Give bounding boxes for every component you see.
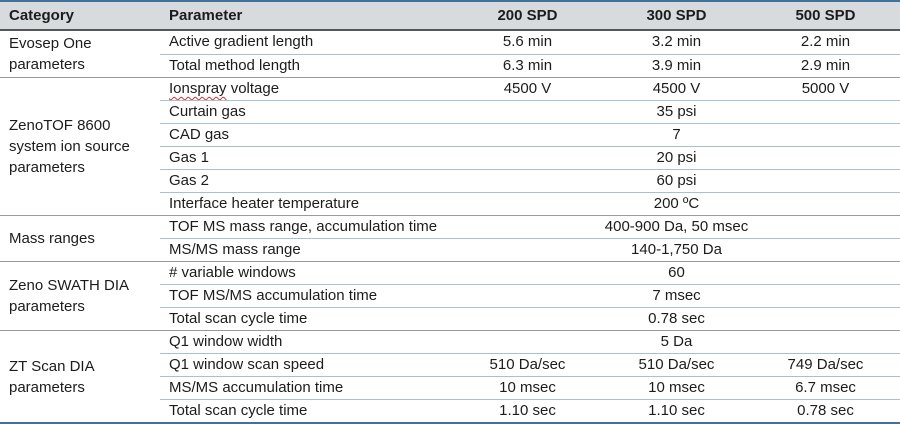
table-row: MS/MS accumulation time 10 msec 10 msec 6.7… (0, 376, 900, 400)
header-parameter: Parameter (160, 1, 453, 31)
value-cell-span: 20 psi (453, 146, 900, 170)
header-500-spd: 500 SPD (751, 1, 900, 31)
value-cell-200spd: 4500 V (453, 77, 602, 101)
value-cell-span: 60 (453, 261, 900, 285)
value-cell-500spd: 0.78 sec (751, 399, 900, 423)
category-cell: Zeno SWATH DIA parameters (0, 261, 160, 331)
table-row: TOF MS/MS accumulation time 7 msec (0, 284, 900, 308)
value-cell-500spd: 749 Da/sec (751, 353, 900, 377)
table-row: Evosep One parameters Active gradient len… (0, 29, 900, 78)
value-cell-span: 200 ºC (453, 192, 900, 216)
parameter-cell: Interface heater temperature (160, 192, 453, 216)
parameter-cell: # variable windows (160, 261, 453, 285)
table-row: Curtain gas 35 psi (0, 100, 900, 124)
header-row: Category Parameter 200 SPD 300 SPD 500 S… (0, 1, 900, 31)
value-cell-500spd: 5000 V (751, 77, 900, 101)
parameter-cell: Total scan cycle time (160, 399, 453, 423)
parameter-cell: Q1 window width (160, 330, 453, 354)
parameter-cell: MS/MS mass range (160, 238, 453, 262)
table-row: Gas 2 60 psi (0, 169, 900, 193)
value-cell-span: 5 Da (453, 330, 900, 354)
parameter-cell: Total method length (160, 53, 453, 78)
parameter-cell: TOF MS/MS accumulation time (160, 284, 453, 308)
value-cell-500spd: 2.9 min (751, 53, 900, 78)
value-cell-200spd: 5.6 min (453, 29, 602, 54)
value-cell-300spd: 3.2 min (602, 29, 751, 54)
category-cell: ZenoTOF 8600 system ion source parameter… (0, 77, 160, 216)
table-row: Total scan cycle time 1.10 sec 1.10 sec 0.7… (0, 399, 900, 423)
value-cell-span: 35 psi (453, 100, 900, 124)
category-cell: Mass ranges (0, 215, 160, 262)
parameter-cell: Total scan cycle time (160, 307, 453, 331)
category-cell: Evosep One parameters (0, 29, 160, 78)
value-cell-500spd: 2.2 min (751, 29, 900, 54)
value-cell-300spd: 10 msec (602, 376, 751, 400)
parameter-cell: Gas 1 (160, 146, 453, 170)
value-cell-300spd: 1.10 sec (602, 399, 751, 423)
table-row: Mass ranges TOF MS mass range, accumulati… (0, 215, 900, 262)
table-row: Gas 1 20 psi (0, 146, 900, 170)
parameter-cell: Gas 2 (160, 169, 453, 193)
value-cell-300spd: 510 Da/sec (602, 353, 751, 377)
parameter-cell: Q1 window scan speed (160, 353, 453, 377)
table-row: CAD gas 7 (0, 123, 900, 147)
value-cell-200spd: 10 msec (453, 376, 602, 400)
value-cell-200spd: 6.3 min (453, 53, 602, 78)
table-row: ZT Scan DIA parameters Q1 window width 5 D… (0, 330, 900, 423)
table-row: Q1 window scan speed 510 Da/sec 510 Da/sec… (0, 353, 900, 377)
value-cell-300spd: 3.9 min (602, 53, 751, 78)
table-body: Evosep One parameters Active gradient len… (0, 29, 900, 423)
value-cell-500spd: 6.7 msec (751, 376, 900, 400)
parameter-cell: CAD gas (160, 123, 453, 147)
category-cell: ZT Scan DIA parameters (0, 330, 160, 423)
value-cell-300spd: 4500 V (602, 77, 751, 101)
table-row: MS/MS mass range 140-1,750 Da (0, 238, 900, 262)
value-cell-span: 7 (453, 123, 900, 147)
table-row: Zeno SWATH DIA parameters # variable wind… (0, 261, 900, 331)
table-row: Interface heater temperature 200 ºC (0, 192, 900, 216)
parameter-cell: Ionspray voltage (160, 77, 453, 101)
header-200-spd: 200 SPD (453, 1, 602, 31)
value-cell-span: 0.78 sec (453, 307, 900, 331)
value-cell-span: 140-1,750 Da (453, 238, 900, 262)
misspelled-word: Ionspray (169, 80, 227, 97)
parameter-cell: Curtain gas (160, 100, 453, 124)
table-row: ZenoTOF 8600 system ion source parameter… (0, 77, 900, 216)
parameter-cell: TOF MS mass range, accumulation time (160, 215, 453, 239)
header-category: Category (0, 1, 160, 31)
table-row: Total scan cycle time 0.78 sec (0, 307, 900, 331)
value-cell-200spd: 510 Da/sec (453, 353, 602, 377)
table-row: Total method length 6.3 min 3.9 min 2.9 min (0, 53, 900, 78)
value-cell-span: 7 msec (453, 284, 900, 308)
header-300-spd: 300 SPD (602, 1, 751, 31)
parameter-cell: Active gradient length (160, 29, 453, 54)
value-cell-span: 60 psi (453, 169, 900, 193)
parameter-cell: MS/MS accumulation time (160, 376, 453, 400)
value-cell-span: 400-900 Da, 50 msec (453, 215, 900, 239)
value-cell-200spd: 1.10 sec (453, 399, 602, 423)
